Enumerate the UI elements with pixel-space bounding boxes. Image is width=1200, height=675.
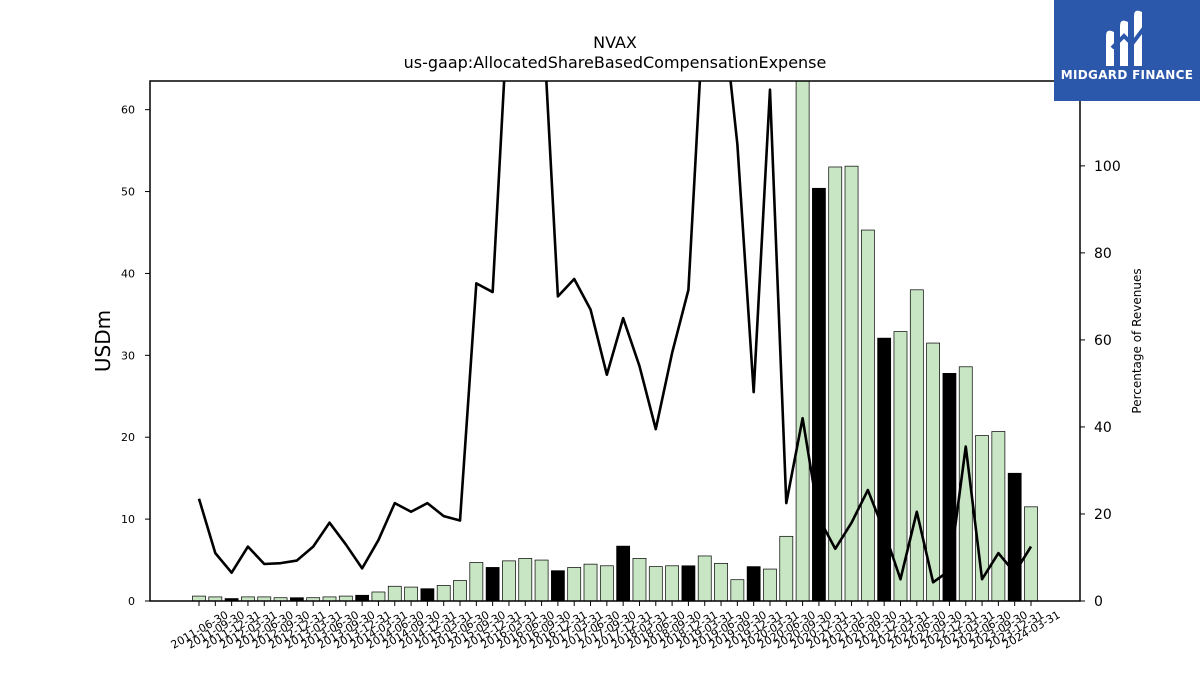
bar-2021-06-30: [844, 165, 859, 601]
bar-2020-09-30: [795, 81, 810, 601]
bar-2017-12-31: [616, 545, 631, 601]
chart-title: NVAX: [593, 33, 637, 52]
bar-2018-09-30: [665, 565, 679, 601]
bar-2023-09-30: [991, 431, 1006, 601]
left-tick-label: 50: [121, 186, 135, 199]
right-axis-label: Percentage of Revenues: [1130, 268, 1144, 413]
bar-2019-03-31: [697, 555, 712, 601]
bar-2015-09-30: [469, 562, 484, 601]
line-series: [197, 81, 1033, 584]
right-tick-label: 20: [1094, 507, 1112, 523]
bar-2022-09-30: [926, 342, 940, 601]
left-tick-label: 0: [128, 595, 135, 608]
right-tick-label: 0: [1094, 594, 1103, 610]
bar-2015-12-31: [485, 567, 500, 601]
bar-2017-03-31: [567, 567, 582, 601]
percentage-line: [197, 81, 1033, 584]
bar-2019-06-30: [714, 562, 728, 601]
left-tick-label: 40: [121, 267, 135, 280]
bar-series: [192, 81, 1038, 601]
x-axis: 2011-06-302011-09-302011-12-312012-03-31…: [169, 601, 1063, 652]
bar-2015-06-30: [453, 580, 467, 601]
bar-2020-06-30: [779, 535, 794, 601]
bar-2020-03-31: [763, 568, 777, 601]
bar-2022-03-31: [893, 331, 908, 601]
logo-icon: [1106, 10, 1146, 67]
bar-2018-06-30: [648, 566, 663, 601]
plot-frame: [149, 80, 1081, 602]
bar-2013-09-30: [338, 595, 353, 601]
bar-2020-12-31: [812, 187, 826, 601]
bar-2023-12-31: [1007, 472, 1022, 601]
bar-2014-12-31: [420, 588, 435, 601]
bar-2021-09-30: [860, 229, 875, 601]
bar-2018-03-31: [632, 558, 647, 601]
bar-2014-09-30: [404, 586, 418, 601]
right-axis: 0 20 40 60 80 100: [1080, 159, 1121, 610]
logo-text: MIDGARD FINANCE: [1060, 68, 1194, 82]
midgard-finance-logo: MIDGARD FINANCE: [1054, 0, 1200, 101]
left-axis: 0 10 20 30 40 50 60: [121, 104, 150, 608]
bar-2014-03-31: [371, 591, 386, 601]
left-tick-label: 10: [121, 513, 135, 526]
left-tick-label: 60: [121, 104, 135, 117]
bar-2021-12-31: [877, 337, 892, 601]
bar-2017-09-30: [599, 565, 614, 601]
chart-subtitle: us-gaap:AllocatedShareBasedCompensationE…: [404, 53, 827, 72]
right-tick-label: 100: [1094, 159, 1121, 175]
bar-2019-09-30: [730, 579, 745, 601]
right-tick-label: 40: [1094, 420, 1112, 436]
bar-2021-03-31: [828, 166, 843, 601]
bar-2014-06-30: [387, 585, 402, 601]
bar-2016-09-30: [534, 559, 549, 601]
right-tick-label: 60: [1094, 333, 1112, 349]
bar-2016-06-30: [518, 558, 533, 601]
bar-2011-06-30: [192, 595, 206, 601]
bar-2013-12-31: [355, 594, 370, 601]
bar-2017-06-30: [583, 563, 598, 601]
bar-2015-03-31: [436, 585, 451, 601]
bar-2016-03-31: [502, 560, 516, 601]
bar-2019-12-31: [746, 566, 761, 601]
bar-2016-12-31: [551, 570, 565, 601]
left-tick-label: 20: [121, 431, 135, 444]
left-tick-label: 30: [121, 349, 135, 362]
left-axis-label: USDm: [91, 310, 115, 372]
bar-2022-06-30: [909, 289, 924, 601]
right-tick-label: 80: [1094, 246, 1112, 262]
bar-2018-12-31: [681, 565, 696, 601]
